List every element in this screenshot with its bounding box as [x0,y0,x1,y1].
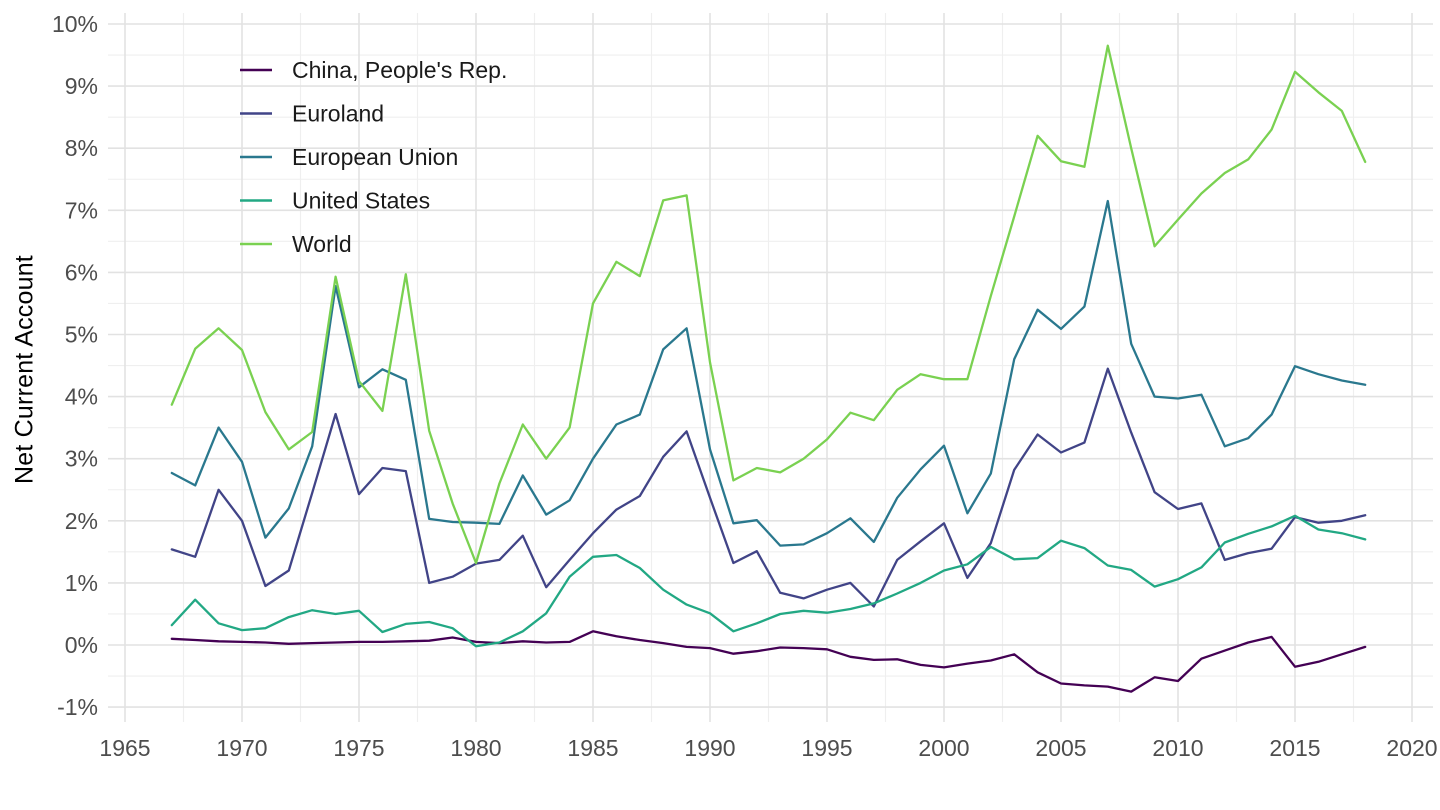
y-tick-label: 4% [65,384,98,410]
x-tick-label: 2015 [1269,735,1320,761]
legend-label-1: China, People's Rep. [292,57,507,83]
series-line-united-states [170,514,1367,648]
legend-label-5: World [292,231,352,257]
x-tick-label: 1985 [567,735,618,761]
y-tick-label: 1% [65,570,98,596]
x-tick-label: 1970 [216,735,267,761]
y-tick-label: 0% [65,632,98,658]
x-tick-label: 2000 [918,735,969,761]
series-line-world [170,44,1367,565]
legend-label-2: Euroland [292,101,384,127]
y-tick-label: 2% [65,508,98,534]
x-tick-label: 1975 [333,735,384,761]
y-tick-label: 8% [65,135,98,161]
y-tick-label: 6% [65,259,98,285]
legend-label-3: European Union [292,144,458,170]
y-tick-label: 7% [65,197,98,223]
series-line-european-union [170,199,1367,547]
x-tick-label: 1980 [450,735,501,761]
x-tick-label: 2005 [1035,735,1086,761]
legend-label-4: United States [292,188,430,214]
x-tick-label: 1995 [801,735,852,761]
y-tick-label: 5% [65,322,98,348]
y-tick-label: 3% [65,446,98,472]
x-tick-label: 2020 [1386,735,1437,761]
x-tick-label: 1965 [99,735,150,761]
x-tick-label: 2010 [1152,735,1203,761]
y-tick-label: 10% [52,11,98,37]
y-tick-label: 9% [65,73,98,99]
series-line-euroland [170,367,1367,608]
y-axis-title: Net Current Account [10,255,39,484]
y-tick-label: -1% [57,694,98,720]
x-tick-label: 1990 [684,735,735,761]
series-line-china-people-s-rep [170,630,1367,693]
